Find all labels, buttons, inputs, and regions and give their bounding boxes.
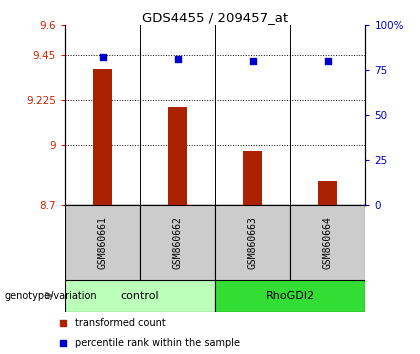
Bar [168,107,187,205]
Point [174,56,181,62]
Text: RhoGDI2: RhoGDI2 [266,291,315,301]
Bar [244,151,262,205]
Text: genotype/variation: genotype/variation [4,291,97,301]
Text: GSM860664: GSM860664 [323,216,333,269]
Text: control: control [121,291,160,301]
Title: GDS4455 / 209457_at: GDS4455 / 209457_at [142,11,288,24]
Bar [215,280,365,312]
Bar [318,181,337,205]
Bar [215,205,290,280]
Text: GSM860662: GSM860662 [173,216,183,269]
Bar [93,69,112,205]
Point [325,58,331,64]
Point [249,58,256,64]
Bar [140,205,215,280]
Point [99,55,106,60]
Bar [65,205,140,280]
Text: GSM860661: GSM860661 [97,216,108,269]
Point [60,341,66,346]
Text: transformed count: transformed count [75,318,166,329]
Text: percentile rank within the sample: percentile rank within the sample [75,338,240,348]
Point [60,321,66,326]
Text: GSM860663: GSM860663 [248,216,258,269]
Bar [65,280,215,312]
Bar [290,205,365,280]
